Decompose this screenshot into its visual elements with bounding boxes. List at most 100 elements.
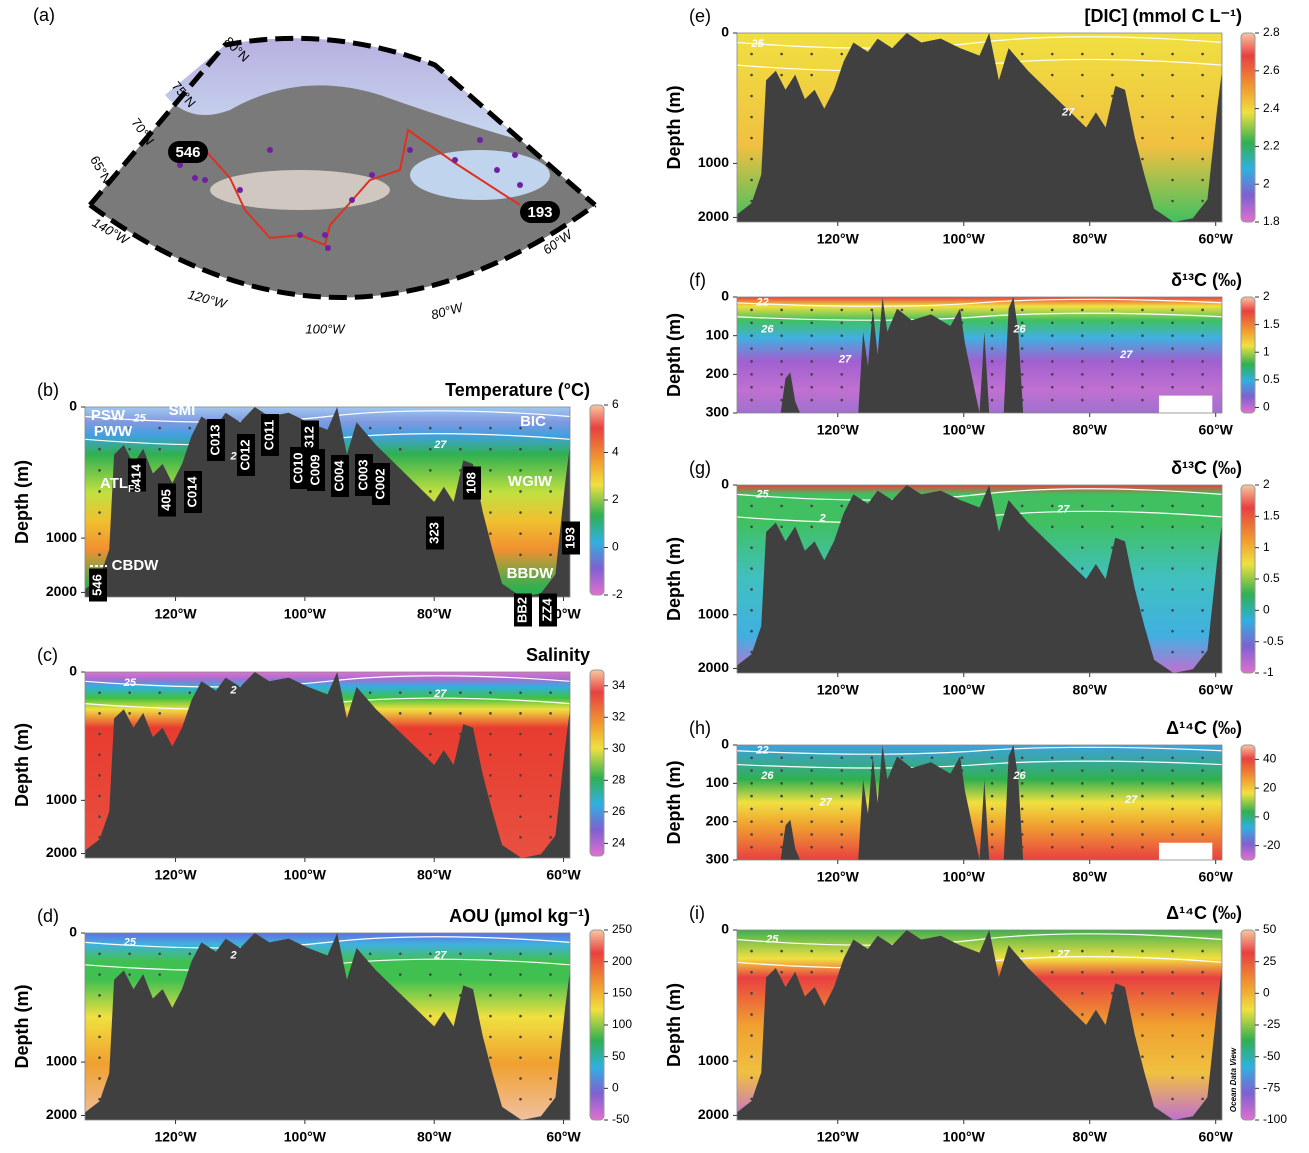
missing-data: [1158, 395, 1213, 413]
section-panel: 120°W 100°W 80°W 60°W 0 1000 2000 Depth (m) (g) δ…: [664, 458, 1284, 698]
sample-dot: [1201, 970, 1204, 974]
sample-dot: [519, 794, 522, 798]
sample-dot: [1050, 52, 1054, 56]
sample-dot: [1081, 334, 1084, 337]
sample-dot: [810, 398, 813, 402]
sample-dot: [549, 1014, 552, 1018]
station-dot: [349, 197, 355, 203]
station-label: C009: [307, 454, 322, 485]
sample-dot: [1171, 833, 1174, 836]
sample-dot: [158, 691, 161, 694]
water-mass-label: ATLFS: [100, 475, 141, 495]
plot-frame: [736, 744, 1223, 861]
sample-dot: [750, 1013, 753, 1016]
sample-dot: [1111, 334, 1114, 337]
sample-dot: [1201, 347, 1204, 350]
sample-dot: [489, 794, 492, 798]
sample-dot: [1111, 52, 1114, 56]
sample-dot: [1050, 820, 1054, 823]
sample-dot: [1050, 949, 1054, 953]
colorbar-tick-label: 50: [1263, 922, 1277, 936]
sample-dot: [780, 308, 783, 312]
station-dot: [237, 187, 243, 193]
water-mass-label: SMI: [169, 402, 196, 419]
station-dot: [369, 172, 375, 178]
contour-label: 2: [230, 450, 237, 462]
sample-dot: [549, 553, 552, 557]
colorbar-tick-label: -25: [1263, 1017, 1281, 1031]
sample-dot: [840, 820, 844, 823]
colorbar: [1240, 484, 1256, 674]
sample-dot: [750, 347, 753, 350]
longitude-label: 80°W: [429, 299, 465, 322]
sample-dot: [1050, 970, 1054, 974]
sample-dot: [398, 973, 402, 976]
sample-dot: [1171, 769, 1174, 772]
colorbar-tick-label: 100: [612, 1017, 632, 1031]
sample-dot: [158, 973, 161, 976]
colorbar-tick-label: 0: [612, 1081, 619, 1095]
plot-frame: [736, 296, 1223, 414]
sample-dot: [1111, 347, 1114, 350]
x-tick-label: 60°W: [1199, 869, 1234, 885]
contour-label: 27: [1119, 349, 1133, 361]
sample-dot: [1201, 794, 1204, 798]
sample-dot: [1201, 360, 1204, 363]
sample-dot: [1050, 845, 1054, 849]
sample-dot: [750, 385, 753, 389]
sample-dot: [1171, 347, 1174, 350]
station-label-box: [355, 454, 373, 496]
sample-dot: [519, 1077, 522, 1080]
contour-line: [736, 36, 1223, 49]
sample-dot: [810, 833, 813, 836]
sample-dot: [810, 782, 813, 785]
sample-dot: [549, 952, 552, 956]
sample-dot: [429, 952, 432, 956]
x-tick-label: 100°W: [284, 1129, 327, 1145]
sample-dot: [1201, 52, 1204, 56]
sample-dot: [1201, 833, 1204, 836]
y-tick-label: 2000: [698, 208, 729, 224]
map-sea: [410, 150, 550, 200]
colorbar-tick-label: 1.5: [1263, 509, 1280, 523]
sample-dot: [489, 1035, 492, 1039]
sample-dot: [990, 782, 994, 785]
station-label: 193: [562, 527, 577, 549]
water-mass-name: WGIW: [508, 473, 553, 490]
panel-title: Salinity: [526, 645, 590, 665]
sample-dot: [1111, 504, 1114, 508]
sample-dot: [1020, 794, 1024, 798]
sample-dot: [990, 833, 994, 836]
station-dot: [517, 182, 523, 188]
station-label: C012: [237, 439, 252, 470]
contour-line: [736, 488, 1223, 501]
station-dot: [297, 232, 303, 238]
sample-dot: [750, 94, 753, 98]
sample-dot: [1171, 650, 1174, 654]
sample-dot: [990, 807, 994, 811]
sample-dot: [1171, 546, 1174, 549]
y-tick-label: 200: [706, 812, 730, 828]
sample-dot: [1171, 385, 1174, 389]
sample-dot: [1201, 136, 1204, 140]
bathymetry: [737, 297, 1222, 413]
x-tick-label: 100°W: [284, 867, 327, 883]
sample-dot: [810, 52, 813, 56]
sample-dot: [98, 973, 101, 976]
water-mass-name: BIC: [520, 413, 546, 430]
sample-dot: [1050, 334, 1054, 337]
sample-dot: [519, 1097, 522, 1101]
y-tick-label: 100: [706, 774, 730, 790]
sample-dot: [750, 794, 753, 798]
sample-dot: [990, 756, 994, 760]
panel-title: Δ¹⁴C (‰): [1166, 903, 1242, 923]
panel-label: (a): [33, 5, 55, 25]
y-tick-label: 300: [706, 851, 730, 867]
sample-dot: [1171, 949, 1174, 953]
sample-dot: [1171, 115, 1174, 119]
panel-title: Temperature (°C): [445, 380, 590, 400]
sample-dot: [810, 373, 813, 376]
sample-dot: [429, 447, 432, 451]
sample-dot: [780, 949, 783, 953]
